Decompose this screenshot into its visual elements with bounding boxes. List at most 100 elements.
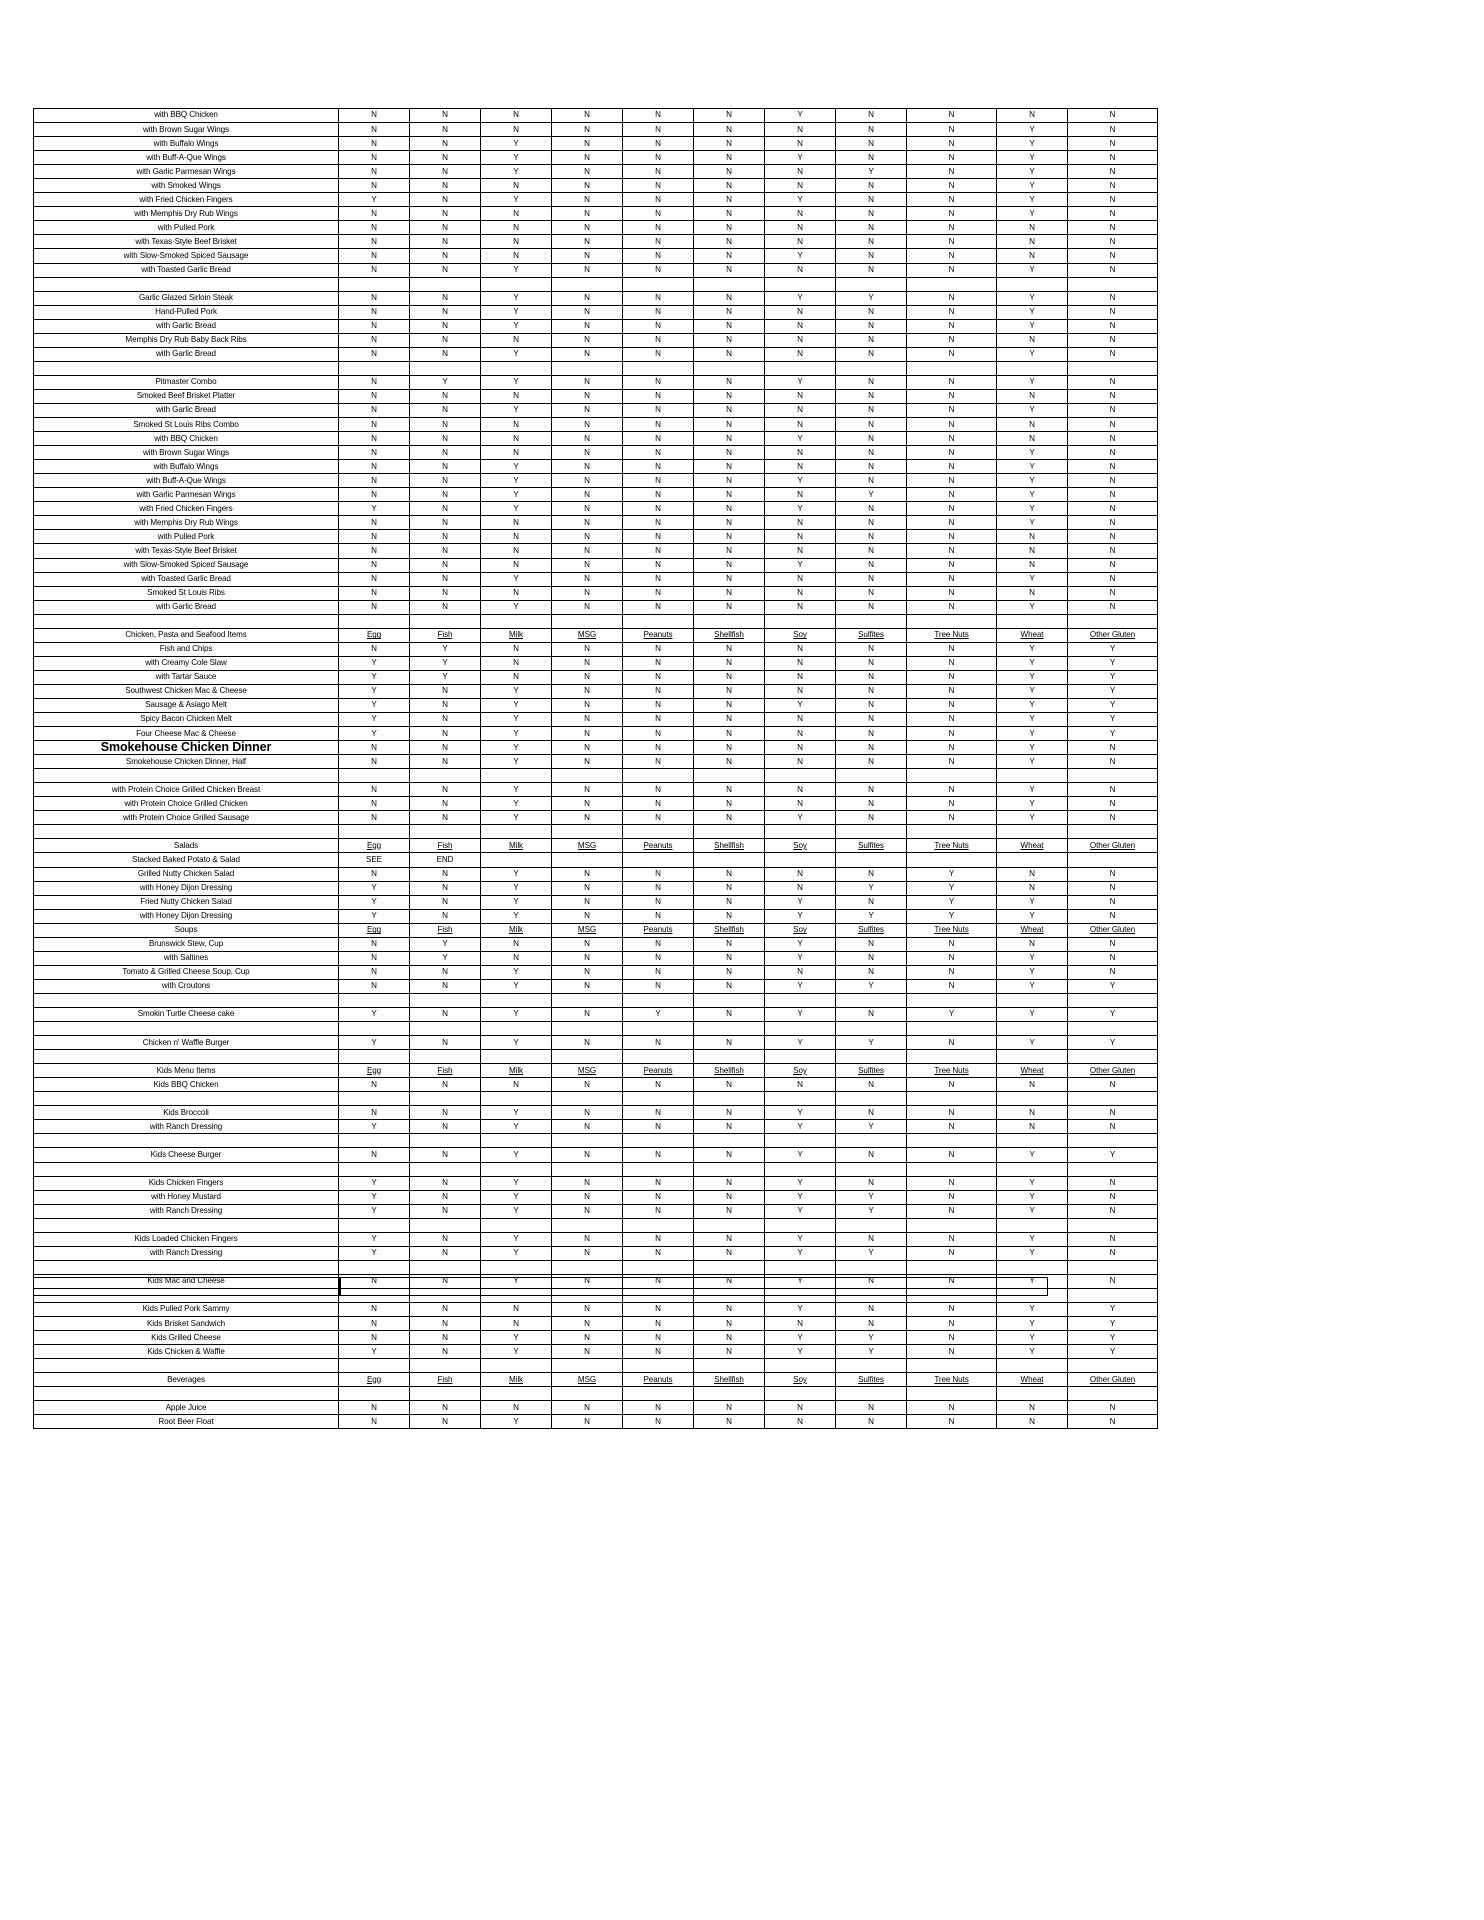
allergen-column-header: Wheat	[996, 1063, 1068, 1079]
allergen-value-cell: N	[693, 402, 765, 419]
allergen-value-cell: N	[338, 1077, 410, 1093]
allergen-value-cell: N	[693, 417, 765, 433]
allergen-value-cell: N	[1067, 950, 1158, 966]
allergen-value-cell	[551, 276, 623, 292]
allergen-value-cell: N	[409, 1245, 481, 1261]
allergen-value-cell: N	[835, 1175, 907, 1191]
table-row: Kids Brisket Sandwich N N N N N N N N N Y Y	[33, 1316, 1158, 1332]
allergen-value-cell	[693, 360, 765, 376]
allergen-value-cell: N	[1067, 894, 1158, 910]
allergen-value-cell: N	[551, 473, 623, 489]
allergen-value-cell: N	[622, 529, 694, 545]
allergen-value-cell: Y	[480, 1119, 552, 1135]
allergen-value-cell: N	[835, 655, 907, 671]
allergen-value-cell: N	[409, 234, 481, 250]
table-row	[33, 1386, 1158, 1402]
allergen-value-cell: N	[906, 557, 997, 573]
allergen-column-header: Tree Nuts	[906, 627, 997, 643]
allergen-value-cell: N	[764, 543, 836, 559]
allergen-value-cell: N	[693, 964, 765, 980]
allergen-value-cell: N	[996, 248, 1068, 264]
allergen-value-cell	[1067, 992, 1158, 1009]
allergen-value-cell: N	[551, 1400, 623, 1416]
allergen-column-header: Sulfites	[835, 922, 907, 938]
table-row: with Memphis Dry Rub Wings N N N N N N N N N Y N	[33, 206, 1158, 222]
allergen-value-cell: N	[835, 178, 907, 194]
allergen-value-cell: N	[1067, 192, 1158, 208]
allergen-value-cell	[906, 992, 997, 1009]
allergen-value-cell: N	[1067, 417, 1158, 433]
allergen-column-header: MSG	[551, 1063, 623, 1079]
allergen-value-cell: N	[551, 683, 623, 699]
allergen-value-cell: N	[693, 107, 765, 124]
allergen-value-cell: N	[764, 178, 836, 194]
allergen-value-cell: Y	[996, 473, 1068, 489]
allergen-value-cell: N	[835, 248, 907, 264]
allergen-value-cell: N	[622, 754, 694, 770]
allergen-value-cell	[764, 768, 836, 784]
allergen-value-cell: N	[693, 318, 765, 334]
allergen-value-cell: N	[409, 290, 481, 306]
allergen-value-cell: N	[906, 262, 997, 278]
allergen-value-cell: Y	[764, 1203, 836, 1219]
allergen-value-cell: Y	[480, 487, 552, 503]
allergen-value-cell: N	[480, 543, 552, 559]
menu-item-name: with Fried Chicken Fingers	[33, 192, 339, 208]
allergen-value-cell: N	[835, 234, 907, 250]
table-row: Grilled Nutty Chicken Salad N N Y N N N N N Y N N	[33, 866, 1158, 882]
allergen-value-cell: N	[338, 346, 410, 362]
allergen-value-cell: Y	[480, 894, 552, 910]
allergen-value-cell: N	[338, 754, 410, 770]
allergen-value-cell: N	[480, 248, 552, 264]
allergen-value-cell: N	[1067, 318, 1158, 334]
allergen-value-cell: N	[409, 164, 481, 180]
allergen-value-cell	[764, 1358, 836, 1374]
allergen-value-cell	[906, 852, 997, 868]
allergen-value-cell: N	[996, 1400, 1068, 1416]
allergen-value-cell: Y	[764, 936, 836, 952]
allergen-value-cell: N	[409, 431, 481, 447]
allergen-value-cell: Y	[996, 1147, 1068, 1163]
allergen-value-cell: Y	[906, 880, 997, 896]
allergen-value-cell: Y	[764, 192, 836, 208]
allergen-value-cell: Y	[996, 894, 1068, 910]
allergen-value-cell	[551, 992, 623, 1009]
allergen-value-cell	[906, 824, 997, 840]
menu-item-name: with Texas-Style Beef Brisket	[33, 543, 339, 559]
allergen-value-cell: N	[409, 1189, 481, 1205]
allergen-value-cell: N	[693, 445, 765, 461]
allergen-value-cell: N	[622, 978, 694, 994]
allergen-value-cell: Y	[764, 1006, 836, 1023]
allergen-column-header: Egg	[338, 1372, 410, 1388]
allergen-value-cell	[693, 1386, 765, 1402]
allergen-value-cell: Y	[996, 1330, 1068, 1346]
table-row: with Toasted Garlic Bread N N Y N N N N N N Y N	[33, 571, 1158, 587]
allergen-value-cell	[480, 276, 552, 292]
allergen-column-header: Fish	[409, 922, 481, 938]
table-row: Kids Chicken & Waffle Y N Y N N N Y Y N Y Y	[33, 1344, 1158, 1360]
allergen-value-cell: Y	[764, 978, 836, 994]
allergen-value-cell	[764, 1161, 836, 1177]
allergen-value-cell: N	[693, 1245, 765, 1261]
allergen-value-cell: N	[835, 796, 907, 812]
menu-item-name: with Buff-A-Que Wings	[33, 150, 339, 166]
menu-item-name: Smokin Turtle Cheese cake	[33, 1006, 339, 1023]
allergen-value-cell	[835, 276, 907, 292]
allergen-value-cell: N	[409, 388, 481, 404]
allergen-value-cell: N	[480, 122, 552, 138]
menu-item-name	[33, 1358, 339, 1374]
allergen-column-header: Other Gluten	[1067, 1372, 1158, 1388]
allergen-value-cell	[409, 1049, 481, 1065]
allergen-value-cell: N	[1067, 585, 1158, 601]
allergen-value-cell: Y	[338, 1119, 410, 1135]
allergen-value-cell	[551, 1386, 623, 1402]
allergen-value-cell: N	[622, 1119, 694, 1135]
allergen-value-cell: N	[338, 641, 410, 657]
allergen-value-cell: N	[906, 683, 997, 699]
allergen-value-cell: N	[906, 1175, 997, 1191]
allergen-value-cell	[764, 613, 836, 629]
allergen-value-cell	[764, 360, 836, 376]
allergen-value-cell: N	[1067, 150, 1158, 166]
allergen-value-cell: N	[338, 150, 410, 166]
allergen-column-header: Milk	[480, 1372, 552, 1388]
